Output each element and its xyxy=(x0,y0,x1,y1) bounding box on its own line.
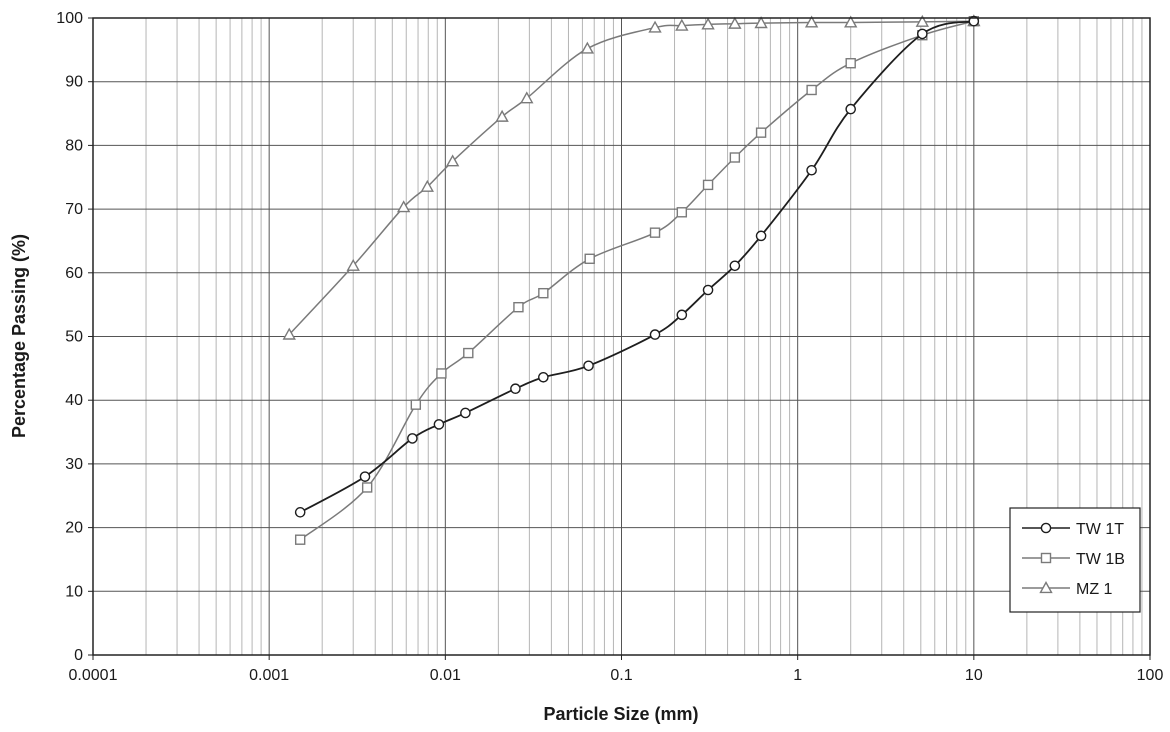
data-point-tw-1t xyxy=(676,309,688,321)
legend-item-tw-1t: TW 1T xyxy=(1022,521,1124,538)
data-point-mz-1 xyxy=(346,258,360,271)
y-tick-label: 80 xyxy=(65,137,83,154)
y-tick-label: 20 xyxy=(65,520,83,537)
data-point-tw-1b xyxy=(702,179,714,191)
series-line-tw-1b xyxy=(299,20,975,541)
data-point-tw-1t xyxy=(538,371,549,383)
data-point-mz-1 xyxy=(396,200,411,213)
legend-item-mz-1: MZ 1 xyxy=(1022,581,1113,598)
legend-label: TW 1B xyxy=(1076,551,1125,568)
data-point-tw-1b xyxy=(584,253,595,264)
data-point-tw-1b xyxy=(676,207,688,218)
legend-box xyxy=(1009,507,1141,613)
data-point-tw-1b xyxy=(845,58,856,69)
data-point-tw-1b xyxy=(513,301,524,313)
legend-marker-triangle xyxy=(1039,581,1053,594)
data-point-mz-1 xyxy=(915,14,930,27)
data-point-tw-1t xyxy=(845,103,856,115)
data-point-tw-1t xyxy=(583,360,594,372)
x-tick-label: 0.01 xyxy=(430,667,461,684)
legend-item-tw-1b: TW 1B xyxy=(1022,551,1125,568)
data-point-tw-1t xyxy=(917,28,928,40)
data-point-tw-1b xyxy=(463,347,474,359)
legend-marker-square xyxy=(1040,552,1052,564)
data-point-tw-1t xyxy=(968,15,980,27)
data-point-mz-1 xyxy=(282,327,296,340)
legend-label: MZ 1 xyxy=(1076,581,1113,598)
data-point-mz-1 xyxy=(580,41,595,54)
data-point-tw-1t xyxy=(294,507,306,518)
legend-marker-circle xyxy=(1040,522,1052,534)
x-tick-label: 0.001 xyxy=(249,667,289,684)
data-point-tw-1b xyxy=(538,287,549,299)
data-point-tw-1b xyxy=(410,399,422,410)
series-line-mz-1 xyxy=(288,20,974,336)
y-tick-label: 90 xyxy=(65,74,83,91)
legend-label: TW 1T xyxy=(1076,521,1124,538)
y-tick-label: 70 xyxy=(65,201,83,218)
data-point-tw-1t xyxy=(460,407,471,419)
x-tick-label: 0.0001 xyxy=(69,667,118,684)
data-point-mz-1 xyxy=(675,18,689,31)
data-point-mz-1 xyxy=(728,16,742,29)
data-point-mz-1 xyxy=(701,17,715,30)
data-point-mz-1 xyxy=(844,15,858,28)
y-tick-label: 40 xyxy=(65,392,83,409)
y-tick-label: 30 xyxy=(65,456,83,473)
x-tick-label: 100 xyxy=(1137,667,1164,684)
data-point-tw-1t xyxy=(649,329,661,340)
data-point-tw-1t xyxy=(755,230,767,242)
grid-layer xyxy=(93,18,1150,655)
x-tick-label: 10 xyxy=(965,667,983,684)
x-axis-title: Particle Size (mm) xyxy=(543,704,698,724)
x-tick-label: 0.1 xyxy=(610,667,632,684)
y-tick-label: 100 xyxy=(56,10,83,27)
data-point-mz-1 xyxy=(420,179,434,192)
series-layer xyxy=(282,14,981,545)
y-tick-label: 50 xyxy=(65,329,83,346)
data-point-tw-1t xyxy=(702,284,714,296)
series-mz-1 xyxy=(282,14,981,340)
y-tick-label: 0 xyxy=(74,647,83,664)
data-point-mz-1 xyxy=(754,16,768,29)
data-point-tw-1b xyxy=(806,84,817,96)
series-tw-1t xyxy=(294,15,980,518)
data-point-mz-1 xyxy=(445,154,460,167)
data-point-mz-1 xyxy=(495,109,509,122)
x-tick-label: 1 xyxy=(793,667,802,684)
tick-layer: 0.0001 0.001 0.01 0.1 1 10 100 0 10 20 30 40 50 60 70 8… xyxy=(56,10,1163,684)
data-point-tw-1b xyxy=(755,127,767,138)
data-point-tw-1b xyxy=(729,152,741,163)
data-point-tw-1t xyxy=(806,164,817,176)
legend: TW 1T TW 1B MZ 1 xyxy=(1009,507,1141,613)
data-point-tw-1t xyxy=(510,383,521,395)
data-point-mz-1 xyxy=(648,20,662,33)
data-point-tw-1t xyxy=(729,260,741,272)
y-axis-title: Percentage Passing (%) xyxy=(9,234,29,438)
series-line-tw-1t xyxy=(299,20,975,514)
series-tw-1b xyxy=(294,15,980,545)
data-point-mz-1 xyxy=(804,15,819,28)
data-point-tw-1b xyxy=(649,227,661,238)
data-point-tw-1b xyxy=(361,482,373,493)
data-point-tw-1t xyxy=(407,433,418,444)
y-tick-label: 60 xyxy=(65,265,83,282)
data-point-tw-1t xyxy=(433,419,445,430)
data-point-tw-1b xyxy=(294,534,306,545)
data-point-mz-1 xyxy=(520,91,534,104)
data-point-tw-1b xyxy=(436,368,447,379)
y-tick-label: 10 xyxy=(65,583,83,600)
data-point-tw-1t xyxy=(359,471,371,482)
